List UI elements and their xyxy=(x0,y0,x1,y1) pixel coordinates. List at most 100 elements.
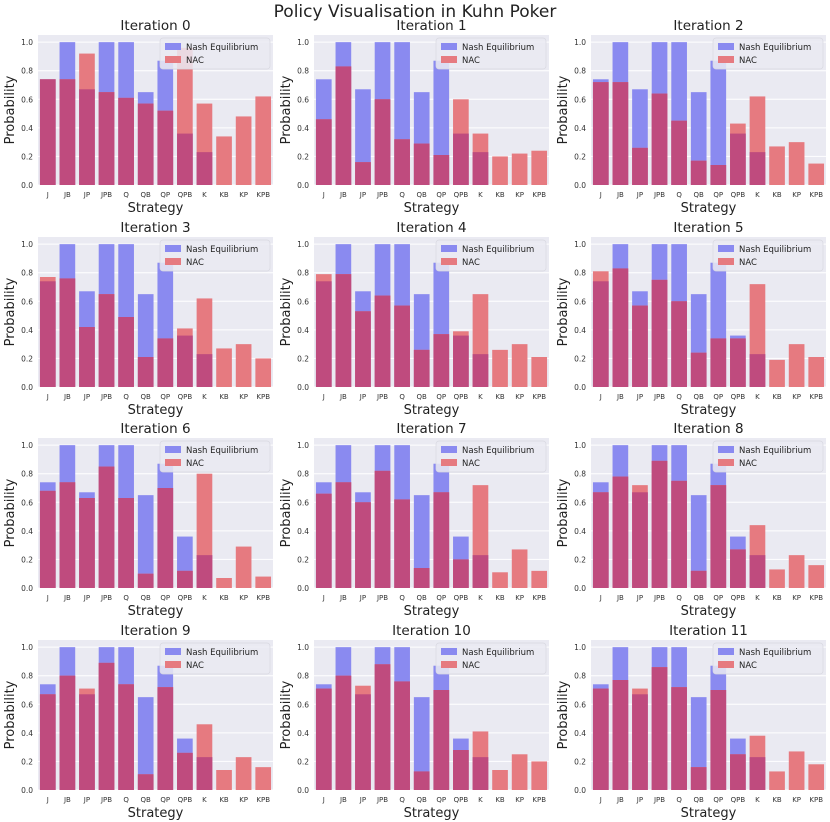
x-tick-label: JP xyxy=(636,191,643,199)
legend-label-nac: NAC xyxy=(739,661,757,671)
nac-bar xyxy=(511,754,528,790)
y-tick-label: 0.8 xyxy=(574,67,586,76)
x-tick-label: JP xyxy=(359,796,366,804)
y-tick-label: 0.0 xyxy=(574,383,586,392)
overlap-bar xyxy=(118,684,134,790)
legend-swatch-nac xyxy=(718,661,734,668)
overlap-bar xyxy=(651,667,668,790)
x-tick-label: JP xyxy=(83,796,90,804)
y-tick-label: 1.0 xyxy=(574,240,586,249)
nac-bar xyxy=(769,771,785,790)
legend-label-nash: Nash Equilibrium xyxy=(739,446,811,456)
y-tick-label: 0.4 xyxy=(297,729,309,738)
overlap-bar xyxy=(394,681,410,790)
overlap-bar xyxy=(632,694,648,790)
overlap-bar xyxy=(632,305,648,387)
nac-bar xyxy=(511,153,528,185)
overlap-bar xyxy=(433,690,450,790)
legend-label-nac: NAC xyxy=(186,258,204,268)
overlap-bar xyxy=(196,152,213,185)
y-tick-label: 0.0 xyxy=(297,786,309,795)
y-axis-label: Probability xyxy=(279,478,294,547)
subplot-title: Iteration 6 xyxy=(120,421,190,437)
x-tick-label: Q xyxy=(123,796,129,804)
legend-label-nash: Nash Equilibrium xyxy=(739,245,811,255)
subplot-10: 0.0 0.2 0.4 0.6 0.8 1.0 J JB JP JPB Q QB QP QPB K KB KP K… xyxy=(279,623,549,821)
x-tick-label: QP xyxy=(713,796,723,804)
overlap-bar xyxy=(651,93,668,185)
nash-bar xyxy=(413,495,430,588)
y-tick-label: 0.4 xyxy=(21,729,33,738)
x-tick-label: JPB xyxy=(100,594,112,602)
y-tick-label: 1.0 xyxy=(574,38,586,47)
x-tick-label: JPB xyxy=(100,796,112,804)
x-tick-label: JB xyxy=(616,191,624,199)
x-tick-label: JB xyxy=(63,796,71,804)
overlap-bar xyxy=(592,82,609,185)
nac-bar xyxy=(511,344,528,387)
x-tick-label: JP xyxy=(359,393,366,401)
x-tick-label: QP xyxy=(713,393,723,401)
x-tick-label: KPB xyxy=(532,594,546,602)
y-tick-label: 0.6 xyxy=(21,95,33,104)
legend-box xyxy=(159,440,271,473)
y-axis-label: Probability xyxy=(3,478,18,547)
overlap-bar xyxy=(157,687,174,790)
x-tick-label: QB xyxy=(694,393,705,401)
nac-bar xyxy=(235,546,252,588)
y-tick-label: 1.0 xyxy=(297,441,309,450)
x-tick-label: KB xyxy=(495,796,505,804)
x-tick-label: K xyxy=(755,796,760,804)
overlap-bar xyxy=(315,281,332,387)
legend-label-nash: Nash Equilibrium xyxy=(186,648,258,658)
x-tick-label: QPB xyxy=(454,796,469,804)
y-tick-label: 0.0 xyxy=(574,786,586,795)
overlap-bar xyxy=(710,485,727,588)
nac-bar xyxy=(531,357,548,387)
x-tick-label: KP xyxy=(515,796,524,804)
nac-bar xyxy=(492,156,508,185)
overlap-bar xyxy=(690,570,707,588)
x-tick-label: K xyxy=(755,393,760,401)
x-tick-label: KB xyxy=(495,594,505,602)
overlap-bar xyxy=(98,294,115,387)
overlap-bar xyxy=(177,335,193,387)
nac-bar xyxy=(531,761,548,790)
legend: Nash Equilibrium NAC xyxy=(435,642,547,675)
x-tick-label: K xyxy=(755,594,760,602)
overlap-bar xyxy=(710,690,727,790)
overlap-bar xyxy=(632,492,648,588)
overlap-bar xyxy=(177,133,193,185)
x-axis-label: Strategy xyxy=(128,403,184,418)
legend-label-nac: NAC xyxy=(739,459,757,469)
subplot-7: 0.0 0.2 0.4 0.6 0.8 1.0 J JB JP JPB Q QB QP QPB K KB KP K… xyxy=(279,421,549,619)
x-tick-label: KP xyxy=(239,393,248,401)
legend-swatch-nac xyxy=(165,661,181,668)
legend-label-nash: Nash Equilibrium xyxy=(739,43,811,53)
x-axis-label: Strategy xyxy=(128,806,184,821)
legend-label-nac: NAC xyxy=(462,56,480,66)
x-tick-label: JB xyxy=(616,393,624,401)
y-tick-label: 1.0 xyxy=(21,38,33,47)
legend-swatch-nash xyxy=(165,43,181,50)
legend-box xyxy=(435,37,547,70)
overlap-bar xyxy=(394,139,410,185)
x-tick-label: QB xyxy=(417,796,428,804)
nac-bar xyxy=(788,555,805,588)
nac-bar xyxy=(492,770,508,790)
overlap-bar xyxy=(690,352,707,387)
x-tick-label: J xyxy=(322,393,325,401)
x-tick-label: K xyxy=(478,796,483,804)
nac-bar xyxy=(531,570,548,588)
x-tick-label: KPB xyxy=(809,594,823,602)
y-tick-label: 1.0 xyxy=(297,240,309,249)
y-tick-label: 0.8 xyxy=(21,67,33,76)
x-tick-label: Q xyxy=(399,594,405,602)
y-tick-label: 1.0 xyxy=(574,441,586,450)
legend-swatch-nash xyxy=(441,446,457,453)
overlap-bar xyxy=(413,771,430,790)
y-tick-label: 0.2 xyxy=(297,354,309,363)
x-tick-label: JPB xyxy=(100,393,112,401)
